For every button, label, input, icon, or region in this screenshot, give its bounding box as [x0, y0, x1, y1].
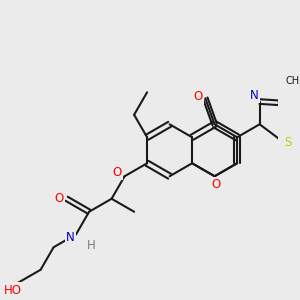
Text: CH₃: CH₃ — [285, 76, 300, 86]
Text: H: H — [87, 239, 95, 252]
Text: N: N — [66, 230, 75, 244]
Text: O: O — [55, 192, 64, 205]
Text: HO: HO — [4, 284, 22, 297]
Text: O: O — [193, 90, 203, 103]
Text: O: O — [112, 166, 122, 179]
Text: N: N — [250, 88, 258, 102]
Text: S: S — [284, 136, 292, 149]
Text: O: O — [212, 178, 221, 191]
